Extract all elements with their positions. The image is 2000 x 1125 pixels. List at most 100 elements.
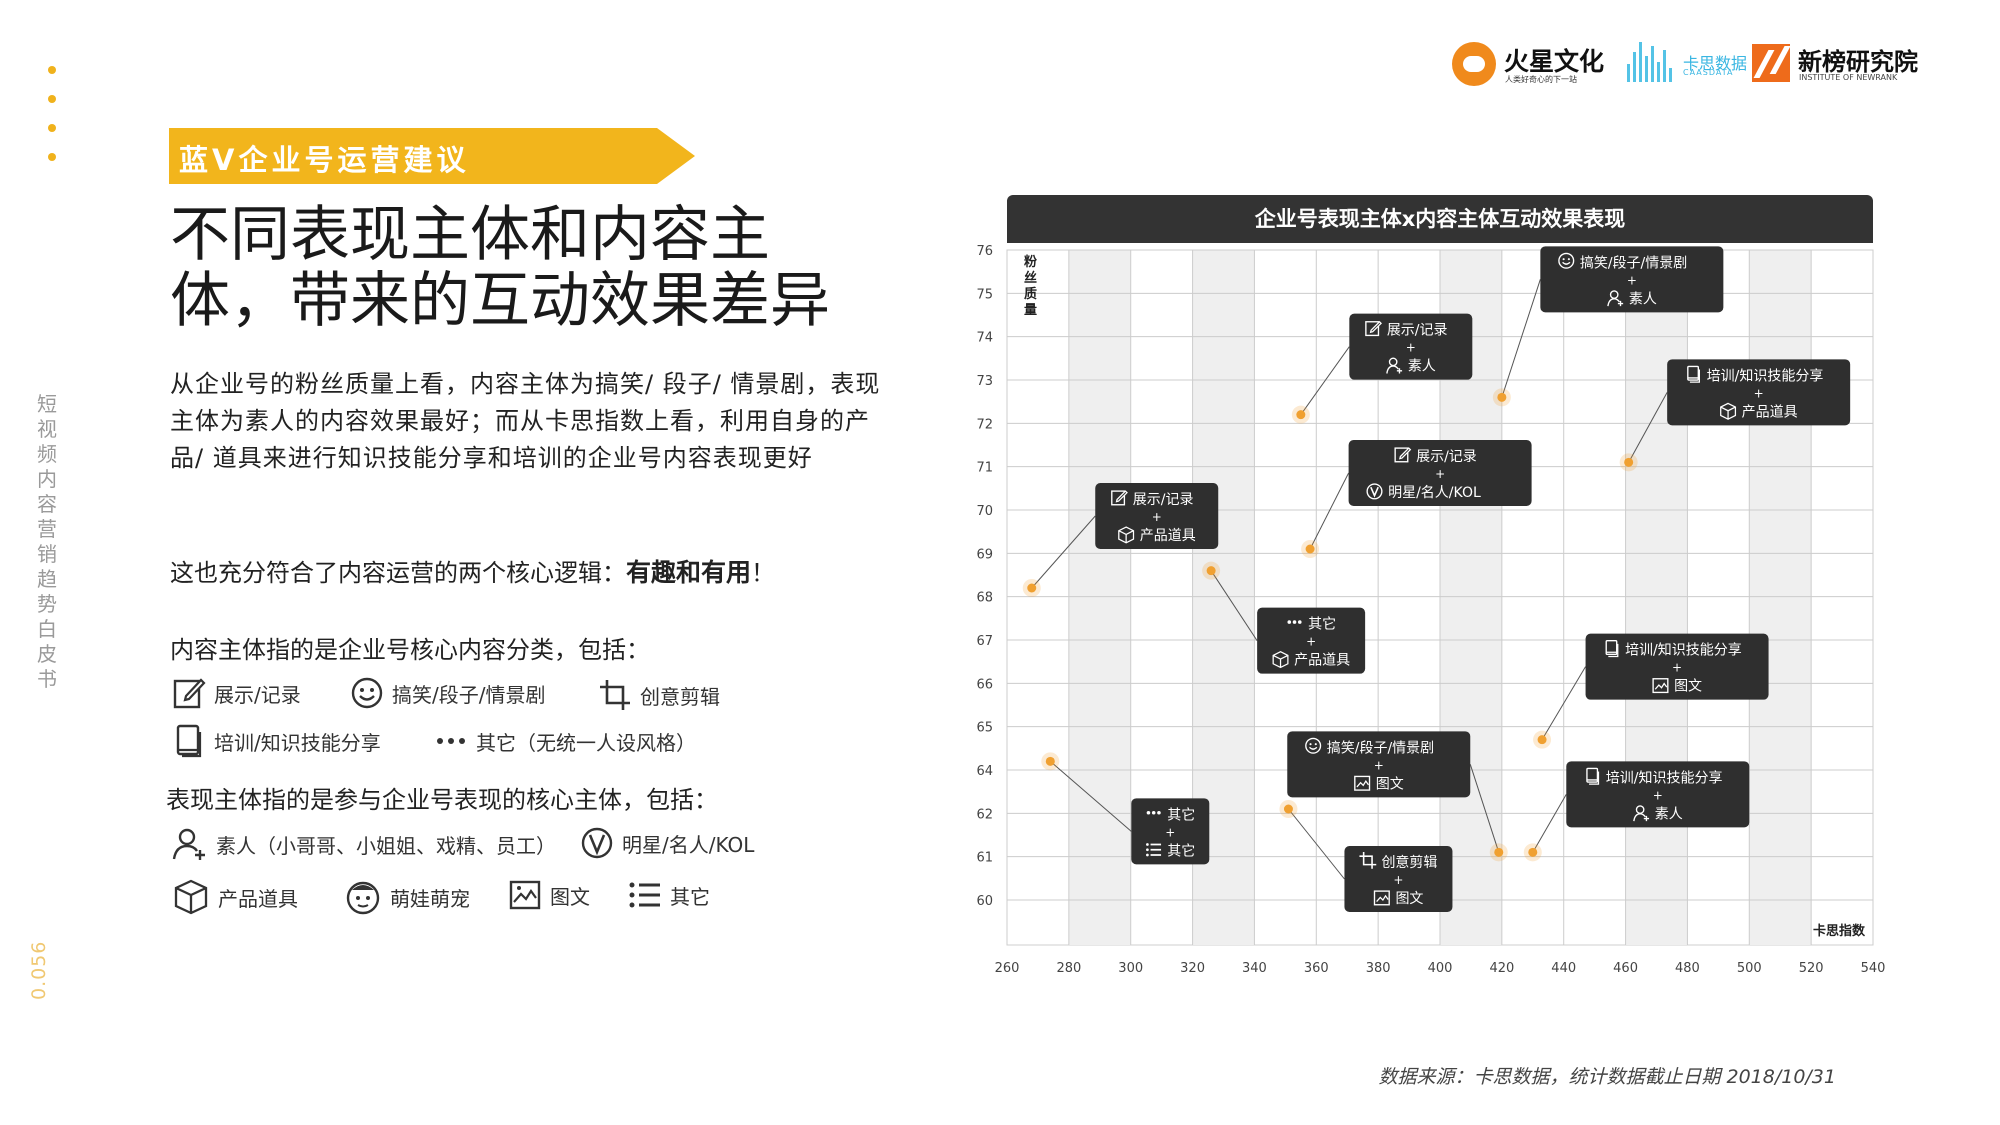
data-point (1494, 847, 1504, 857)
label-performer-text: 其它 (1167, 842, 1195, 859)
label-content-text: 培训/知识技能分享 (1707, 367, 1824, 384)
label-content-text: 培训/知识技能分享 (1606, 769, 1723, 786)
y-tick-label: 69 (976, 547, 993, 562)
person-icon (1633, 805, 1650, 822)
huoxing-logo-icon (1452, 42, 1496, 86)
core-logic-bold: 有趣和有用 (626, 558, 752, 587)
scatter-chart: 260 280 300 320 340 360 380 400 420 440 460 480 500 5… (976, 244, 1886, 976)
label-performer-text: 明星/名人/KOL (1388, 485, 1481, 501)
label-box (1095, 483, 1219, 549)
y-tick-label: 67 (976, 634, 993, 649)
x-tick-label: 320 (1180, 961, 1205, 976)
data-label-8: 培训/知识技能分享 + 素人 (1523, 761, 1750, 862)
core-logic-line: 这也充分符合了内容运营的两个核心逻辑：有趣和有用！ (170, 553, 775, 589)
shaded-band (1625, 250, 1688, 945)
baby-pet-icon (346, 881, 380, 915)
data-label-5: 展示/记录 + 明星/名人/KOL (1301, 440, 1532, 558)
label-box (1540, 246, 1724, 313)
xinbang-logo-icon (1752, 44, 1790, 82)
label-plus: + (1672, 661, 1682, 675)
label-box (1349, 313, 1473, 380)
y-tick-label: 60 (976, 894, 993, 909)
y-axis-label: 粉丝质量 (1024, 254, 1037, 318)
image-icon (1652, 678, 1669, 694)
leader-line (1628, 392, 1668, 463)
y-tick-label: 74 (976, 331, 993, 346)
label-content-text: 搞笑/段子/情景剧 (1327, 740, 1434, 756)
data-source-note: 数据来源：卡思数据，统计数据截止日期 2018/10/31 (1378, 1066, 1836, 1088)
data-point (1528, 847, 1538, 857)
xinbang-logo-name: 新榜研究院 (1798, 48, 1918, 76)
y-tick-label: 65 (976, 721, 993, 736)
label-box (1585, 633, 1769, 700)
label-box (1287, 731, 1471, 798)
data-point (1305, 544, 1315, 554)
label-performer-text: 素人 (1655, 806, 1683, 822)
x-tick-label: 400 (1428, 961, 1453, 976)
legend-content-4: 其它（无统一人设风格） (434, 724, 696, 758)
legend-content-2: 创意剪辑 (598, 678, 720, 712)
y-tick-label: 76 (976, 244, 993, 259)
person-icon (1607, 290, 1624, 307)
person-icon (1386, 357, 1403, 374)
shaded-band (1749, 250, 1812, 945)
smile-icon (351, 677, 383, 709)
x-tick-label: 480 (1675, 961, 1700, 976)
legend-content-label: 创意剪辑 (640, 684, 720, 709)
x-tick-label: 340 (1242, 961, 1267, 976)
box-icon (174, 879, 208, 915)
data-point (1027, 583, 1037, 593)
partner-logos: 火星文化 人类好奇心的下一站 卡思数据 CAASDATA 新榜研究院 INSTI… (1452, 38, 1972, 90)
star-v-icon (1366, 483, 1383, 500)
dots-icon (1287, 620, 1302, 624)
label-plus: + (1393, 873, 1403, 887)
label-plus: + (1754, 386, 1764, 400)
y-tick-label: 72 (976, 417, 993, 432)
x-tick-label: 260 (995, 961, 1020, 976)
data-label-2: 其它 + 产品道具 (1202, 561, 1366, 674)
data-point (1283, 804, 1293, 814)
data-label-3: 创意剪辑 + 图文 (1279, 800, 1453, 912)
page-number: 0.056 (28, 940, 50, 1000)
edit-icon (1394, 447, 1412, 463)
x-tick-label: 380 (1366, 961, 1391, 976)
huoxing-logo-slogan: 人类好奇心的下一站 (1505, 75, 1577, 84)
label-performer-text: 产品道具 (1140, 528, 1196, 544)
smile-icon (1558, 252, 1575, 269)
y-tick-label: 61 (976, 851, 993, 866)
legend-content-0: 展示/记录 (172, 676, 301, 710)
leader-line (1501, 279, 1541, 398)
x-tick-label: 420 (1489, 961, 1514, 976)
core-logic-suffix: ！ (751, 559, 776, 587)
section-banner: 蓝V企业号运营建议 (169, 128, 695, 184)
label-box (1131, 798, 1210, 865)
sidebar-title: 短视频内容营销趋势白皮书 (37, 392, 57, 691)
shaded-band (1068, 250, 1131, 945)
label-performer-text: 图文 (1674, 679, 1702, 695)
y-tick-label: 71 (976, 461, 993, 476)
label-plus: + (1152, 510, 1162, 524)
image-icon (1373, 890, 1390, 906)
data-label-10: 培训/知识技能分享 + 产品道具 (1619, 359, 1851, 472)
huoxing-logo-name: 火星文化 (1504, 47, 1605, 76)
legend-performer-3: 萌娃萌宠 (344, 878, 470, 916)
x-tick-label: 500 (1737, 961, 1762, 976)
xinbang-logo-sub: INSTITUTE OF NEWRANK (1799, 73, 1898, 82)
data-point (1045, 756, 1055, 766)
page-headline: 不同表现主体和内容主 体，带来的互动效果差异 (170, 202, 870, 334)
label-performer-text: 图文 (1376, 776, 1404, 792)
x-tick-label: 540 (1861, 961, 1886, 976)
edit-icon (173, 678, 206, 709)
book-icon (1605, 640, 1619, 658)
label-performer-text: 素人 (1629, 291, 1657, 307)
label-performer-text: 图文 (1395, 891, 1423, 907)
y-tick-label: 75 (976, 287, 993, 302)
headline-line-2: 体，带来的互动效果差异 (170, 266, 830, 336)
legend-performer-label: 产品道具 (218, 886, 298, 911)
label-plus: + (1435, 467, 1445, 481)
data-point (1296, 410, 1306, 420)
leader-line (1210, 570, 1258, 641)
label-box (1566, 761, 1750, 828)
legend-content-label: 其它（无统一人设风格） (476, 730, 696, 755)
label-performer-text: 产品道具 (1742, 404, 1798, 420)
